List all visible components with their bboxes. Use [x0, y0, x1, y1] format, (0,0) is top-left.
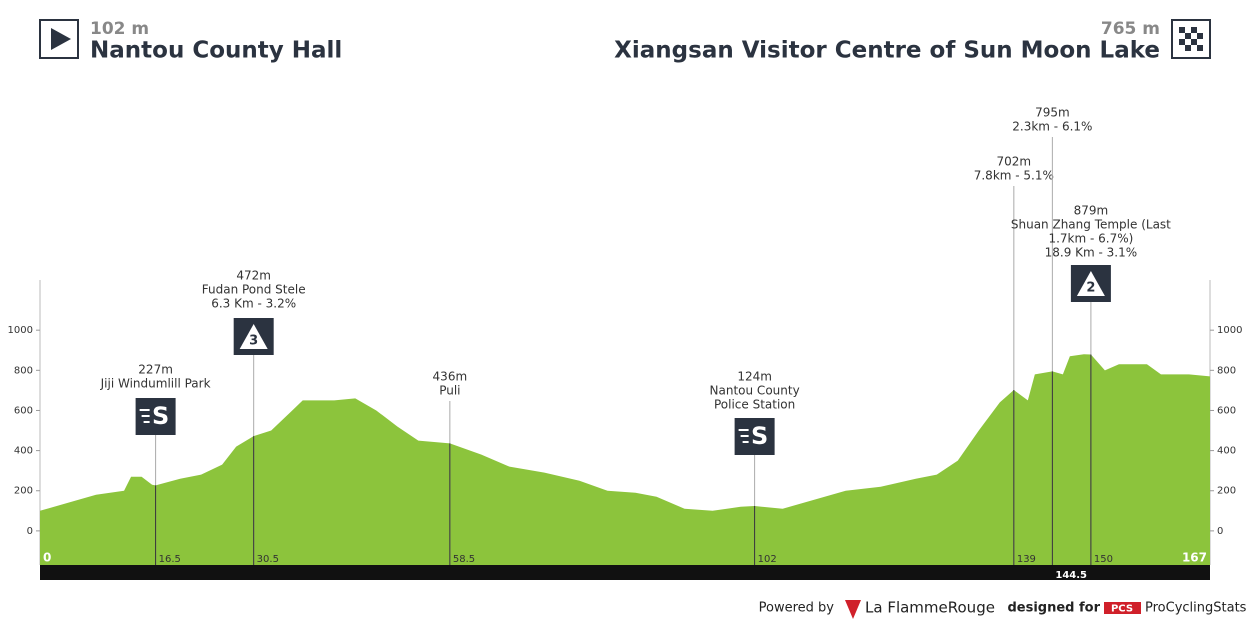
annotation-text: 1.7km - 6.7%)	[1048, 232, 1133, 246]
annotation-text: 124m	[737, 370, 772, 384]
badge-triangle	[1076, 271, 1105, 296]
pcs-label: PCS	[1111, 604, 1133, 615]
badge-label: S	[751, 422, 768, 450]
x-end-label: 167	[1182, 551, 1207, 565]
annotation-text: 7.8km - 5.1%	[974, 169, 1054, 183]
x-km-label: 139	[1017, 554, 1036, 565]
flamme-logo	[845, 600, 861, 619]
x-km-label: 30.5	[257, 554, 279, 565]
annotation-text: 436m	[433, 370, 468, 384]
annotation-text: 795m	[1035, 106, 1070, 120]
flamme-brand: La FlammeRouge	[865, 599, 995, 617]
x-start-label: 0	[43, 551, 51, 565]
annotation-text: 879m	[1074, 204, 1109, 218]
y-tick-label: 0	[27, 526, 33, 537]
y-tick-label: 0	[1217, 526, 1223, 537]
annotation-text: Police Station	[714, 398, 795, 412]
distance-bar	[40, 565, 1210, 580]
pcs-logo	[1104, 602, 1141, 614]
y-tick-label: 200	[1217, 486, 1236, 497]
x-km-label: 102	[758, 554, 777, 565]
y-tick-label: 1000	[1217, 325, 1242, 336]
x-km-label: 150	[1094, 554, 1113, 565]
finish-flag	[1179, 27, 1203, 51]
annotation-text: 6.3 Km - 3.2%	[211, 297, 296, 311]
annotation-text: 472m	[236, 269, 271, 283]
start-name: Nantou County Hall	[90, 38, 342, 64]
elevation-area	[40, 354, 1210, 565]
y-tick-label: 800	[1217, 365, 1236, 376]
finish-altitude: 765 m	[1101, 19, 1160, 39]
x-km-label: 58.5	[453, 554, 475, 565]
y-tick-label: 400	[14, 446, 33, 457]
badge-label: 3	[249, 334, 258, 349]
designed-for: designed for	[1007, 601, 1100, 616]
badge-label: 2	[1086, 281, 1095, 296]
y-tick-label: 800	[14, 365, 33, 376]
x-km-label: 144.5	[1055, 570, 1087, 581]
annotation-text: Fudan Pond Stele	[202, 283, 306, 297]
start-icon	[39, 19, 79, 59]
annotation-text: 2.3km - 6.1%	[1012, 120, 1092, 134]
y-tick-label: 1000	[8, 325, 33, 336]
badge-triangle	[239, 324, 268, 349]
annotation-text: 18.9 Km - 3.1%	[1045, 246, 1138, 260]
y-tick-label: 600	[1217, 405, 1236, 416]
annotation-text: Nantou County	[710, 384, 800, 398]
pcs-site: ProCyclingStats	[1145, 601, 1247, 616]
badge-label: S	[152, 402, 169, 430]
y-tick-label: 600	[14, 405, 33, 416]
y-tick-label: 200	[14, 486, 33, 497]
annotation-text: Shuan Zhang Temple (Last	[1011, 218, 1171, 232]
annotation-text: Puli	[439, 384, 460, 398]
y-tick-label: 400	[1217, 446, 1236, 457]
start-arrow	[51, 28, 71, 50]
start-altitude: 102 m	[90, 19, 149, 39]
finish-name: Xiangsan Visitor Centre of Sun Moon Lake	[614, 38, 1160, 64]
x-km-label: 16.5	[159, 554, 181, 565]
annotation-text: 702m	[997, 155, 1032, 169]
powered-by: Powered by	[759, 601, 835, 616]
annotation-text: Jiji Windumlill Park	[100, 377, 211, 391]
annotation-text: 227m	[138, 363, 173, 377]
